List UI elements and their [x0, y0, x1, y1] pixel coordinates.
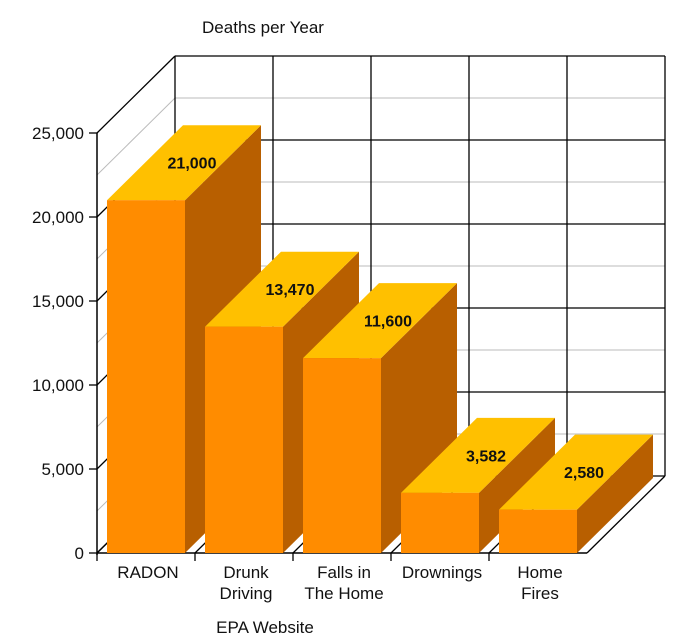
bar-front	[401, 492, 479, 553]
x-category-label: Home	[517, 563, 562, 582]
x-category-label: Drownings	[402, 563, 482, 582]
bar-top	[401, 417, 555, 493]
gridline-side	[96, 55, 176, 134]
bar-top	[107, 125, 261, 201]
bar-front	[205, 326, 283, 553]
y-tick-label: 10,000	[32, 376, 84, 395]
x-category-label: Driving	[220, 584, 273, 603]
bar	[499, 434, 653, 553]
labels: 21,000 RADON 13,470 Drunk Driving 11,600 Falls…	[117, 156, 604, 603]
y-tick-label: 0	[75, 544, 84, 563]
y-axis: 0 5,000 10,000 15,000 20,000 25,000	[32, 124, 587, 563]
x-category-label: RADON	[117, 563, 178, 582]
x-category-label: Drunk	[223, 563, 269, 582]
x-category-label: The Home	[304, 584, 383, 603]
x-category-label: Falls in	[317, 563, 371, 582]
bar-value-label: 21,000	[168, 156, 217, 173]
bar	[401, 417, 555, 553]
bar-value-label: 11,600	[364, 314, 412, 331]
bar-top	[303, 283, 457, 359]
bar-value-label: 2,580	[564, 465, 604, 482]
bar-front	[107, 200, 185, 553]
floor-line	[586, 475, 666, 554]
y-tick-label: 20,000	[32, 208, 84, 227]
gridline-minor-side	[96, 97, 176, 176]
y-tick-label: 5,000	[41, 460, 84, 479]
bar-value-label: 3,582	[466, 448, 506, 465]
x-category-label: Fires	[521, 584, 559, 603]
bar-front	[499, 509, 577, 553]
bar-side	[577, 434, 653, 553]
x-axis-caption: EPA Website	[216, 618, 314, 637]
bar-side	[479, 417, 555, 553]
y-tick-label: 25,000	[32, 124, 84, 143]
y-tick-label: 15,000	[32, 292, 84, 311]
bar-value-label: 13,470	[266, 282, 315, 299]
bars	[107, 125, 653, 554]
bar-front	[303, 358, 381, 553]
chart-title: Deaths per Year	[202, 18, 324, 37]
bar-top	[499, 434, 653, 510]
bar-top	[205, 251, 359, 327]
